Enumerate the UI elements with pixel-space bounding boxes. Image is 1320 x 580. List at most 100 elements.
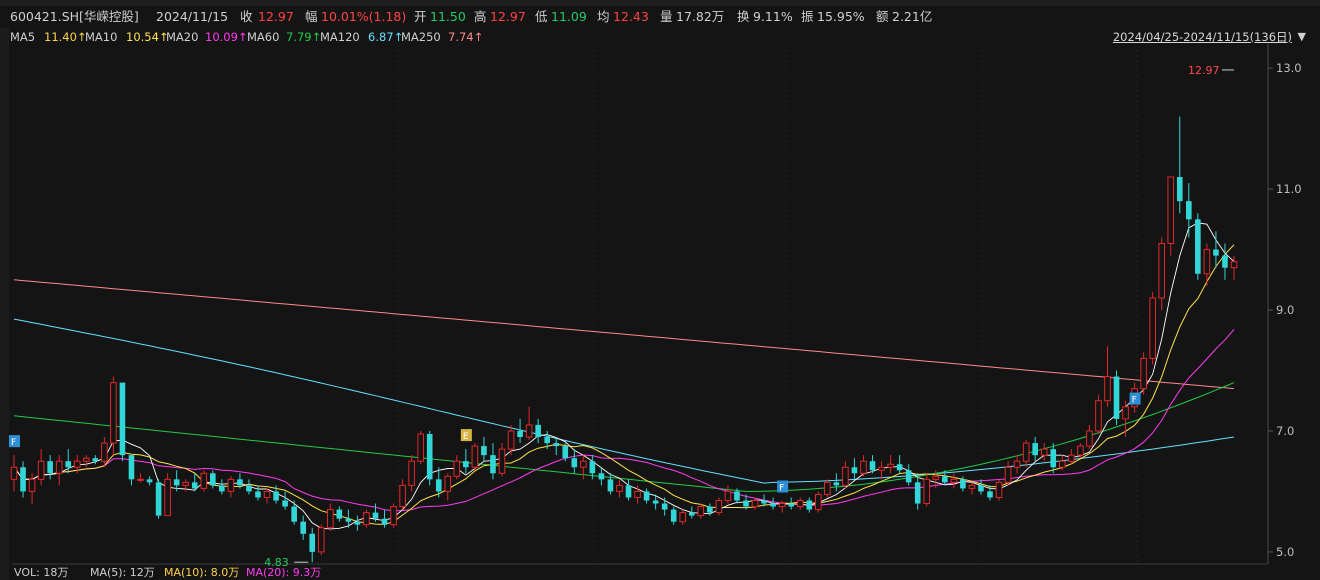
period-tab-strip[interactable] — [0, 0, 1320, 6]
high-value: 12.97 — [490, 9, 526, 24]
ma120-name: MA120 — [320, 30, 360, 44]
candle-body — [1176, 176, 1183, 202]
candle-body — [1140, 357, 1147, 390]
candle-body — [20, 467, 26, 492]
candle-body — [435, 479, 442, 492]
candle-body — [544, 437, 550, 444]
candle-body — [517, 430, 523, 438]
candle-body — [164, 478, 171, 517]
candle-body — [824, 481, 831, 495]
candle-body — [82, 457, 90, 462]
y-tick-label: 11.0 — [1276, 182, 1302, 196]
candle-body — [507, 430, 515, 450]
open-value: 11.50 — [430, 9, 466, 24]
candle-body — [227, 478, 235, 492]
ma10-line — [13, 244, 1235, 525]
candle-body — [616, 484, 623, 492]
ma5-line — [13, 222, 1235, 530]
ma5-value: 11.40↑ — [44, 30, 87, 44]
candle-body — [219, 485, 225, 492]
candle-body — [715, 500, 723, 514]
candle-body — [724, 490, 732, 502]
candle-body — [498, 448, 506, 474]
candle-body — [1186, 201, 1192, 220]
candle-body — [670, 509, 677, 522]
candle-body — [625, 485, 632, 498]
candle-body — [770, 503, 776, 507]
candle-body — [598, 473, 605, 480]
candle-body — [842, 466, 849, 486]
candle-body — [363, 512, 370, 526]
candle-body — [589, 461, 596, 474]
candle-body — [860, 460, 867, 474]
candle-body — [1104, 376, 1111, 402]
candle-body — [55, 460, 63, 474]
volume-ma20: MA(20): 9.3万 — [246, 566, 322, 579]
candle-body — [1004, 466, 1012, 483]
candle-body — [28, 478, 36, 492]
event-marker — [777, 480, 789, 493]
change-label: 幅 — [305, 9, 318, 24]
amount-value: 2.21亿 — [892, 9, 933, 24]
candle-body — [1086, 430, 1093, 447]
ma20-line — [13, 329, 1235, 512]
left-sidebar-strip[interactable] — [0, 28, 9, 580]
candle-body — [399, 484, 406, 508]
candle-body — [173, 479, 180, 486]
ma120-value: 6.87↑ — [368, 30, 404, 44]
candle-body — [317, 527, 325, 553]
y-tick-label: 9.0 — [1276, 303, 1294, 317]
quote-header: 600421.SH[华嵘控股] 2024/11/15 收 12.97 幅 10.… — [0, 6, 1320, 28]
event-marker — [1129, 392, 1141, 405]
candle-body — [743, 500, 749, 507]
candle-body — [688, 512, 695, 516]
candle-body — [923, 478, 931, 505]
volume-label: 量 — [660, 9, 673, 24]
amplitude-label: 振 — [801, 9, 814, 24]
candle-body — [761, 500, 767, 504]
candle-body — [878, 466, 885, 471]
avg-value: 12.43 — [613, 9, 649, 24]
candle-body — [553, 443, 560, 447]
candle-body — [481, 446, 487, 456]
candle-body — [571, 458, 578, 468]
candle-body — [1195, 219, 1201, 274]
candle-body — [291, 506, 297, 522]
candle-body — [778, 503, 786, 508]
candle-body — [562, 446, 569, 459]
candle-body — [255, 491, 261, 498]
range-dropdown-icon[interactable]: ▼ — [1297, 30, 1306, 43]
low-label: 低 — [535, 9, 548, 24]
candle-body — [734, 491, 740, 501]
date-range-selector[interactable]: 2024/04/25-2024/11/15(136日) — [1112, 30, 1292, 44]
candle-body — [1022, 442, 1030, 462]
candle-body — [1032, 443, 1038, 456]
ma60-value: 7.79↑ — [286, 30, 322, 44]
candle-body — [580, 460, 587, 468]
close-label: 收 — [240, 9, 253, 24]
candle-body — [137, 478, 144, 481]
event-marker — [460, 429, 472, 442]
candle-body — [679, 512, 687, 523]
candle-body — [652, 500, 659, 504]
candle-body — [300, 521, 306, 534]
candle-body — [995, 481, 1003, 498]
event-marker-label: F — [1132, 396, 1137, 406]
candle-body — [751, 500, 759, 508]
candle-body — [463, 461, 469, 468]
candle-body — [1158, 243, 1166, 299]
y-tick-label: 7.0 — [1276, 424, 1294, 438]
candle-body — [417, 433, 424, 462]
ma120-line — [13, 318, 1235, 484]
candle-body — [1068, 454, 1075, 462]
candle-body — [110, 382, 117, 444]
candle-body — [896, 464, 903, 471]
candle-body — [444, 475, 452, 492]
volume-ma5: MA(5): 12万 — [90, 566, 155, 579]
candle-body — [345, 518, 352, 522]
candle-body — [390, 506, 397, 526]
candle-body — [381, 518, 388, 525]
candle-body — [101, 442, 108, 462]
candle-body — [210, 473, 216, 486]
